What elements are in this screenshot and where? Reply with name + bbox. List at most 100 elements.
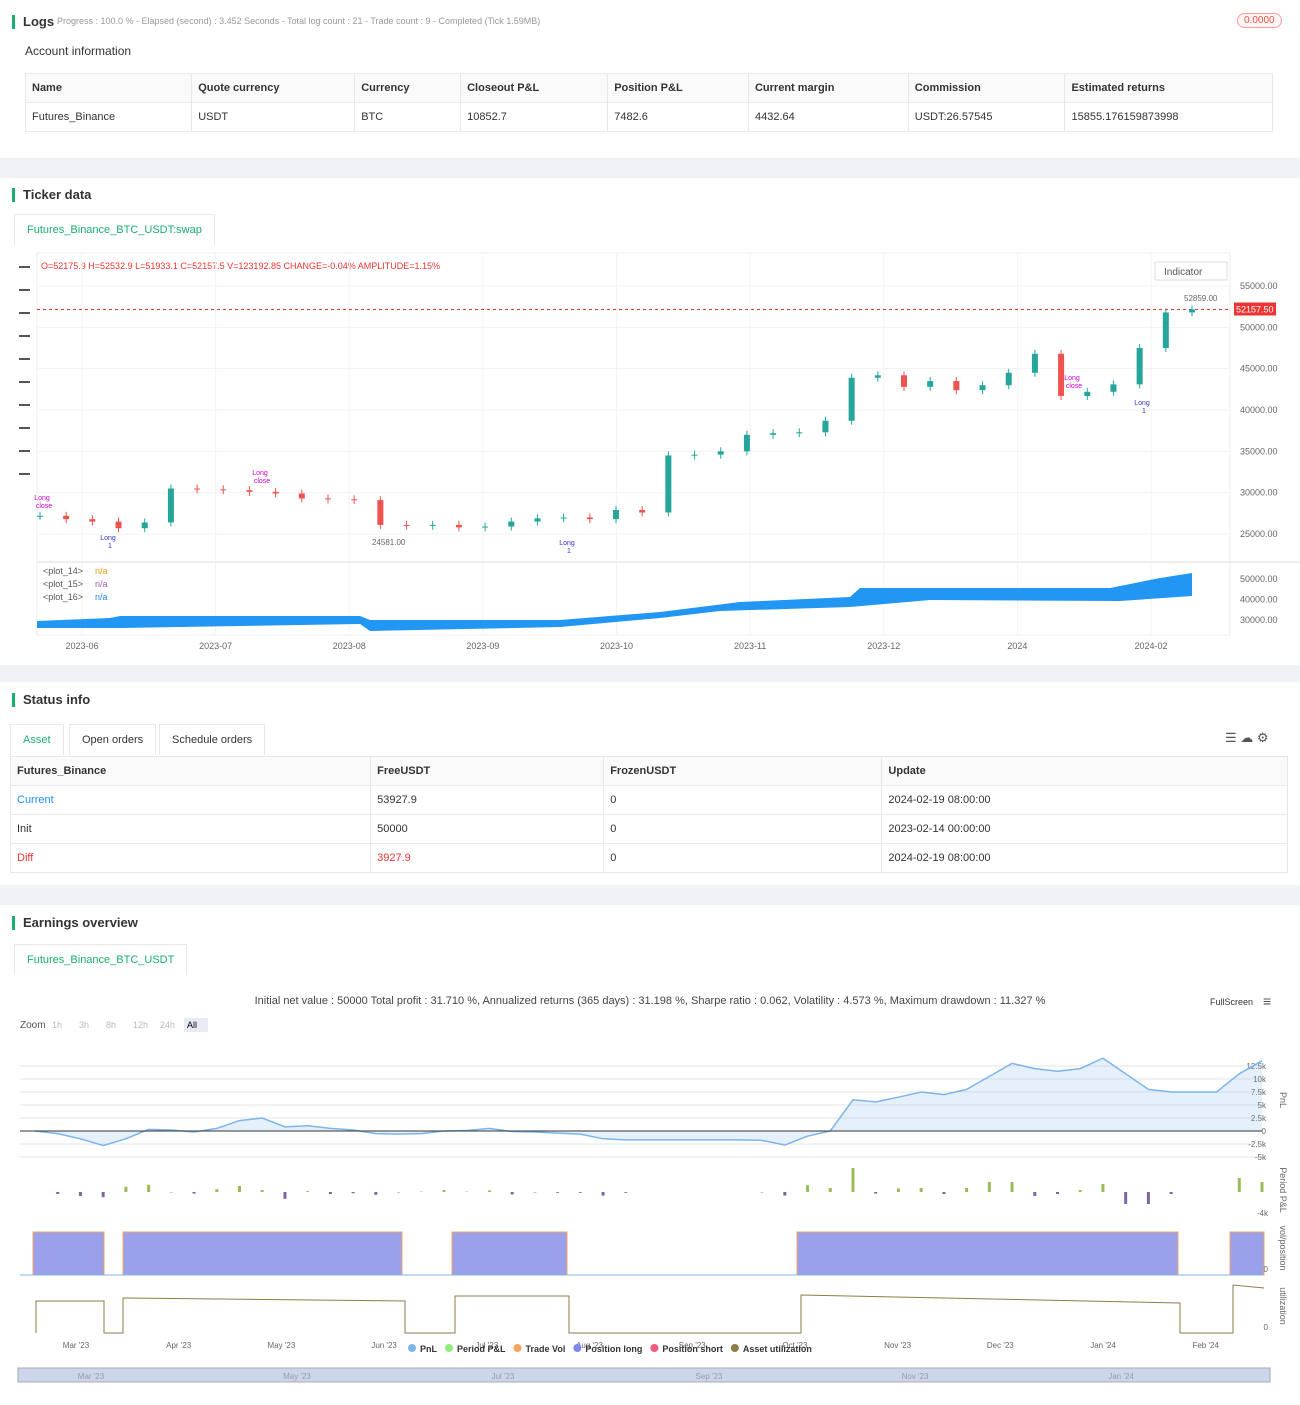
x-tick-label: Feb '24: [1192, 1341, 1219, 1350]
cell: Init: [9, 814, 372, 844]
indicator-btn[interactable]: [1154, 261, 1228, 281]
account-table: Name Quote currency Currency Closeout P&L Po…: [24, 73, 1273, 132]
period-bar: [56, 1192, 60, 1194]
legend-item[interactable]: Trade Vol: [526, 1344, 566, 1354]
position-block: [451, 1231, 568, 1276]
cell: 3927.9: [370, 843, 605, 873]
x-tick-label: Mar '23: [63, 1341, 90, 1350]
candle: [1162, 312, 1169, 348]
status-tab[interactable]: Open orders: [69, 724, 157, 755]
status-tab[interactable]: Schedule orders: [159, 724, 266, 755]
cell: 0: [603, 843, 883, 873]
header-cell: Commission: [907, 73, 1066, 103]
position-block: [1229, 1231, 1265, 1276]
period-bar: [556, 1192, 560, 1193]
tool-icon: [19, 335, 30, 337]
tool-icon: [19, 312, 30, 314]
navigator-label: May '23: [283, 1372, 311, 1381]
menu[interactable]: ≡: [1263, 993, 1271, 1009]
zoom-button[interactable]: 12h: [133, 1020, 148, 1030]
last-price-box: [1234, 302, 1276, 316]
x-tick-label: Apr '23: [166, 1341, 192, 1350]
zoom-button[interactable]: 8h: [106, 1020, 116, 1030]
navigator-label: Mar '23: [78, 1372, 105, 1381]
period-bar: [101, 1192, 105, 1198]
period-bar: [874, 1192, 878, 1194]
period-label: -4k: [1257, 1209, 1269, 1218]
period-bar: [1056, 1192, 1059, 1194]
cell: Futures_Binance: [24, 102, 193, 132]
status-tab[interactable]: Asset: [10, 724, 64, 755]
tool-icon: [19, 266, 30, 268]
zoom-button[interactable]: 3h: [79, 1020, 89, 1030]
header-cell: FrozenUSDT: [603, 756, 883, 786]
ticker-section: Ticker data Futures_Binance_BTC_USDT:swa…: [0, 178, 1300, 665]
ticker-tab[interactable]: Futures_Binance_BTC_USDT:swap: [14, 214, 215, 245]
candle: [796, 432, 803, 434]
candle: [220, 489, 227, 491]
period-bar: [1033, 1192, 1037, 1196]
candle: [743, 434, 750, 452]
period-bar: [987, 1182, 991, 1192]
high-label: 52859.00: [1184, 294, 1218, 303]
legend-item[interactable]: Position long: [585, 1344, 642, 1354]
x-tick-label: 2023-06: [65, 641, 98, 651]
position-block: [122, 1231, 403, 1276]
candle: [1058, 353, 1065, 396]
legend-item[interactable]: Position short: [662, 1344, 723, 1354]
indicator-label: Indicator: [1164, 267, 1203, 278]
zoom-button[interactable]: 24h: [160, 1020, 175, 1030]
period-bar: [919, 1188, 923, 1192]
cell: 2023-02-14 00:00:00: [881, 814, 1288, 844]
zoom-button[interactable]: All: [187, 1020, 197, 1030]
cell: 15855.176159873998: [1064, 102, 1273, 132]
legend-dot: [650, 1344, 659, 1352]
logs-title: Logs: [12, 15, 54, 29]
candle: [901, 375, 907, 387]
x-tick-label: 2023-10: [600, 641, 633, 651]
y-tick-label: 12.5k: [1246, 1062, 1267, 1071]
candle: [1031, 353, 1038, 373]
y-tick-label: 10k: [1253, 1075, 1267, 1084]
legend-item[interactable]: Asset utilization: [743, 1344, 812, 1354]
tool-icon: [19, 473, 30, 475]
zoom-button[interactable]: 1h: [52, 1020, 62, 1030]
candle: [848, 377, 855, 421]
plot-legend-value: n/a: [95, 579, 108, 589]
logs-section: Logs Progress : 100.0 % - Elapsed (secon…: [0, 0, 1300, 158]
candle: [534, 518, 541, 522]
legend-item[interactable]: PnL: [420, 1344, 438, 1354]
fullscreen[interactable]: FullScreen: [1210, 997, 1253, 1007]
candle: [377, 500, 384, 525]
badge: 0.0000: [1237, 13, 1282, 28]
axis-title: PnL: [1278, 1092, 1288, 1108]
legend-item[interactable]: Period P&L: [457, 1344, 506, 1354]
header-cell: FreeUSDT: [370, 756, 605, 786]
candle: [1189, 309, 1195, 313]
navigator-label: Nov '23: [902, 1372, 929, 1381]
navigator: [17, 1367, 1271, 1383]
pnl-line: [34, 1057, 1263, 1147]
y-tick-label: 2.5k: [1251, 1114, 1267, 1123]
x-tick-label: Jan '24: [1090, 1341, 1116, 1350]
zero-label: 0: [1264, 1323, 1269, 1332]
legend-dot: [408, 1344, 416, 1352]
candle: [586, 517, 593, 520]
tool-icon: [19, 358, 30, 360]
account-title: Account information: [25, 44, 132, 58]
header-cell: Estimated returns: [1064, 73, 1273, 103]
x-tick-label: 2024-02: [1134, 641, 1167, 651]
candle: [272, 491, 279, 494]
x-tick-label: 2023-12: [867, 641, 900, 651]
cell: 0: [603, 814, 883, 844]
candle: [246, 490, 253, 492]
x-tick-label: Dec '23: [987, 1341, 1014, 1350]
header-cell: Current margin: [747, 73, 909, 103]
earnings-tab[interactable]: Futures_Binance_BTC_USDT: [14, 944, 188, 975]
status-title: Status info: [12, 693, 90, 707]
cell: Diff: [9, 843, 372, 873]
x-tick-label: Oct '23: [782, 1341, 808, 1350]
position-block: [796, 1231, 1179, 1276]
period-bar: [147, 1184, 151, 1192]
y-tick-label: 7.5k: [1251, 1088, 1267, 1097]
